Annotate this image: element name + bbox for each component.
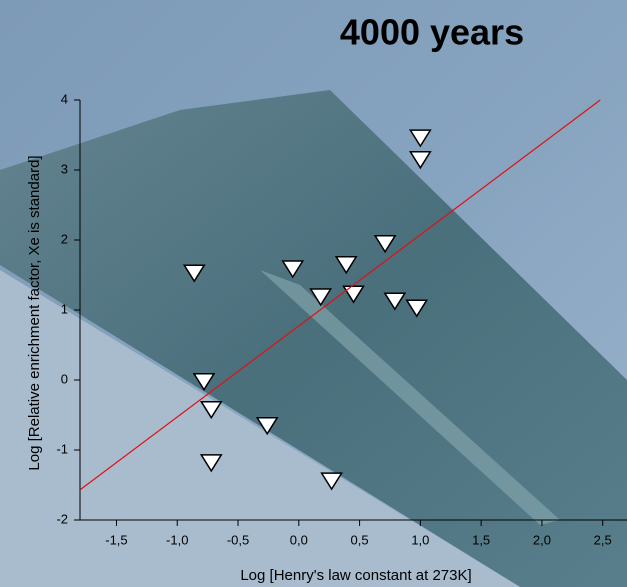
- x-tick-label: -1,5: [105, 532, 127, 547]
- background-light: [0, 270, 520, 587]
- y-tick-label: 3: [61, 161, 68, 176]
- x-tick-label: 0,0: [290, 532, 308, 547]
- data-point: [409, 129, 432, 148]
- data-point: [309, 288, 333, 307]
- data-point: [373, 235, 397, 254]
- fit-line: [79, 99, 601, 491]
- background-streak: [260, 270, 560, 525]
- data-point: [383, 292, 407, 311]
- x-tick-label: 2,5: [594, 532, 612, 547]
- x-tick-label: -0,5: [227, 532, 249, 547]
- data-point: [199, 400, 223, 420]
- data-point: [281, 260, 305, 279]
- data-point: [342, 285, 365, 304]
- data-point: [255, 417, 279, 436]
- y-tick-label: 4: [61, 91, 68, 106]
- background-band: [0, 90, 627, 587]
- y-axis-label: Log [Relative enrichment factor, Xe is s…: [26, 155, 43, 470]
- data-point: [334, 256, 358, 275]
- x-tick-label: 0,5: [351, 532, 369, 547]
- y-tick-label: -1: [56, 441, 68, 456]
- x-axis-label: Log [Henry's law constant at 273K]: [240, 567, 471, 584]
- data-point: [409, 151, 432, 170]
- y-tick-label: 1: [61, 301, 68, 316]
- y-tick-label: 2: [61, 231, 68, 246]
- data-point: [199, 454, 223, 473]
- x-tick-label: -1,0: [166, 532, 188, 547]
- chart-title: 4000 years: [340, 12, 524, 53]
- y-tick-label: 0: [61, 371, 68, 386]
- data-point: [320, 472, 343, 491]
- data-point: [192, 372, 216, 392]
- data-point: [405, 299, 429, 318]
- x-tick-label: 1,0: [411, 532, 429, 547]
- data-point: [182, 264, 206, 283]
- y-tick-label: -2: [56, 511, 68, 526]
- x-tick-label: 1,5: [472, 532, 490, 547]
- x-tick-label: 2,0: [533, 532, 551, 547]
